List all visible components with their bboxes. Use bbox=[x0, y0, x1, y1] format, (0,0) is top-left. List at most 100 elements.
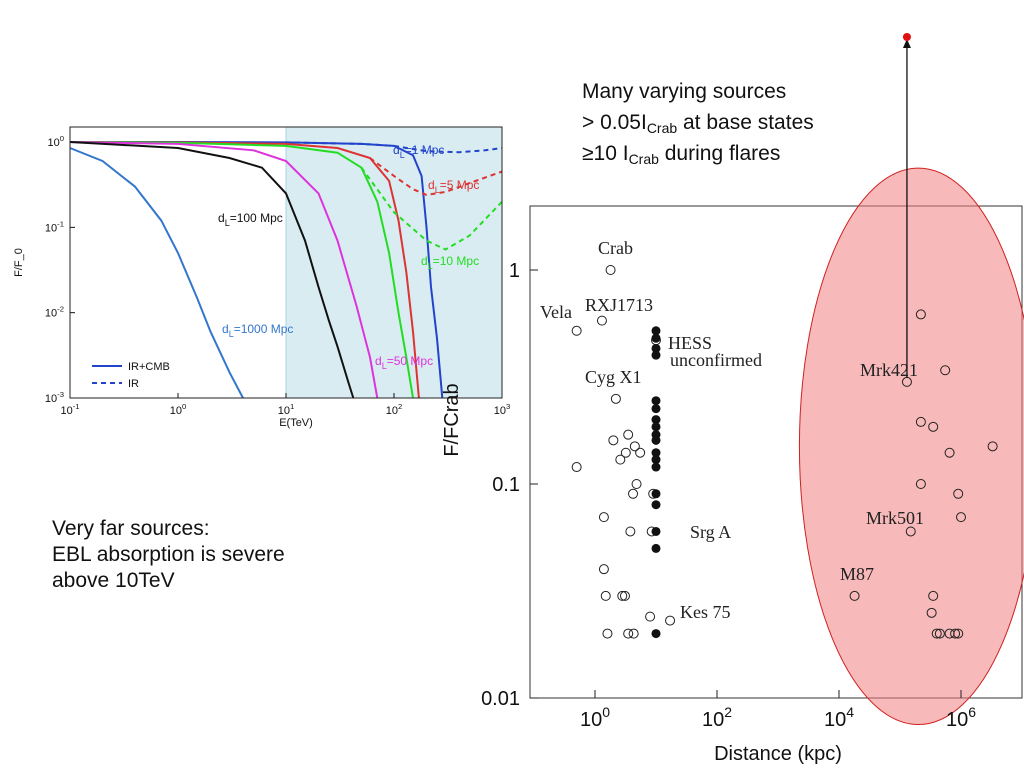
curve-label: dL=100 Mpc bbox=[218, 211, 283, 228]
data-point-open bbox=[631, 479, 642, 489]
data-point-open bbox=[915, 416, 926, 427]
x-tick-label: 100 bbox=[170, 402, 187, 417]
flare-arrow-head bbox=[902, 39, 911, 48]
data-point-open bbox=[571, 325, 582, 336]
source-label: M87 bbox=[840, 564, 874, 584]
label-base: d bbox=[428, 178, 435, 192]
label-base: d bbox=[421, 254, 428, 268]
tick-exponent: -3 bbox=[57, 390, 64, 399]
data-point-open bbox=[645, 611, 656, 622]
y-tick-label: 1 bbox=[509, 260, 520, 282]
tick-base: 10 bbox=[824, 709, 846, 731]
data-point-open bbox=[931, 628, 942, 639]
source-label: Cyg X1 bbox=[585, 367, 642, 387]
data-point-filled bbox=[651, 343, 661, 353]
curve-label: dL=1000 Mpc bbox=[222, 322, 293, 339]
label-subscript: L bbox=[382, 361, 387, 371]
label-subscript: L bbox=[435, 185, 440, 195]
data-point-open bbox=[849, 590, 860, 601]
y-tick-label: 0.1 bbox=[492, 474, 520, 496]
data-point-filled bbox=[651, 326, 661, 336]
series-line bbox=[285, 141, 503, 154]
x-tick-label: 102 bbox=[386, 402, 403, 417]
data-point-open bbox=[665, 615, 676, 626]
data-point-open bbox=[619, 590, 630, 601]
note-line: Many varying sources bbox=[582, 80, 787, 103]
source-label: Kes 75 bbox=[680, 602, 731, 622]
data-point-open bbox=[928, 421, 939, 432]
data-point-open bbox=[635, 447, 646, 458]
label-rest: =5 Mpc bbox=[440, 178, 480, 192]
data-point-open bbox=[956, 512, 966, 523]
note-text: > 0.05I bbox=[582, 111, 647, 134]
x-tick-label: 100 bbox=[580, 704, 610, 731]
data-point-open bbox=[934, 628, 945, 639]
data-point-open bbox=[598, 512, 609, 523]
series-line bbox=[69, 147, 244, 399]
tick-exponent: 0 bbox=[182, 402, 186, 411]
y-tick-label: 100 bbox=[47, 134, 64, 149]
data-point-open bbox=[610, 393, 621, 404]
data-point-open bbox=[608, 435, 619, 446]
tick-exponent: -1 bbox=[73, 402, 80, 411]
label-subscript: L bbox=[229, 329, 234, 339]
data-point-filled bbox=[651, 422, 661, 432]
curve-label: dL=10 Mpc bbox=[421, 254, 479, 271]
data-point-filled bbox=[651, 489, 661, 499]
data-point-filled bbox=[651, 435, 661, 445]
data-point-open bbox=[987, 441, 998, 452]
curve-label: dL=1 Mpc bbox=[393, 143, 444, 160]
note-line: Very far sources: bbox=[52, 517, 210, 540]
series-line bbox=[69, 141, 355, 399]
x-axis-label: E(TeV) bbox=[279, 417, 313, 429]
source-label: HESS bbox=[668, 333, 712, 353]
tick-base: 10 bbox=[580, 709, 602, 731]
data-point-filled bbox=[651, 396, 661, 406]
tick-exponent: 0 bbox=[60, 134, 64, 143]
plot-frame bbox=[69, 126, 503, 399]
data-point-open bbox=[915, 479, 926, 489]
series-line bbox=[69, 141, 414, 399]
x-tick-label: 101 bbox=[278, 402, 295, 417]
data-point-open bbox=[953, 628, 964, 639]
tick-base: 10 bbox=[494, 405, 506, 417]
series-line bbox=[70, 141, 444, 399]
label-subscript: L bbox=[225, 218, 230, 228]
y-tick-label: 0.01 bbox=[481, 688, 520, 710]
label-rest: =1000 Mpc bbox=[234, 322, 294, 336]
curve-label: dL=50 Mpc bbox=[375, 354, 433, 371]
series-line bbox=[69, 141, 420, 399]
data-point-open bbox=[940, 365, 951, 376]
data-point-open bbox=[617, 590, 628, 601]
note-line: above 10TeV bbox=[52, 569, 175, 592]
y-tick-label: 10-2 bbox=[45, 305, 64, 320]
data-point-open bbox=[915, 309, 926, 320]
data-point-open bbox=[615, 454, 626, 465]
data-point-open bbox=[905, 526, 916, 537]
note-text: during flares bbox=[658, 142, 781, 165]
tick-base: 10 bbox=[45, 308, 57, 320]
y-axis-label: F/FCrab bbox=[441, 383, 463, 456]
label-base: d bbox=[218, 211, 225, 225]
data-point-open bbox=[605, 265, 616, 275]
x-tick-label: 106 bbox=[946, 704, 976, 731]
x-tick-label: 103 bbox=[494, 402, 511, 417]
x-tick-label: 10-1 bbox=[60, 402, 79, 417]
data-point-open bbox=[625, 526, 636, 537]
series-line bbox=[369, 157, 503, 196]
tick-base: 10 bbox=[702, 709, 724, 731]
data-point-filled bbox=[651, 350, 661, 360]
label-rest: =10 Mpc bbox=[433, 254, 479, 268]
x-axis-label: Distance (kpc) bbox=[714, 743, 842, 765]
shaded-region bbox=[285, 126, 503, 399]
data-point-open bbox=[571, 462, 582, 473]
tick-exponent: 2 bbox=[724, 704, 732, 720]
data-point-filled bbox=[651, 543, 661, 553]
source-label: Srg A bbox=[690, 522, 731, 542]
data-point-filled bbox=[651, 415, 661, 425]
y-axis-label: F/F_0 bbox=[13, 248, 25, 277]
note-line: > 0.05ICrab at base states bbox=[582, 107, 814, 138]
legend-label: IR+CMB bbox=[128, 361, 170, 373]
x-tick-label: 102 bbox=[702, 704, 732, 731]
